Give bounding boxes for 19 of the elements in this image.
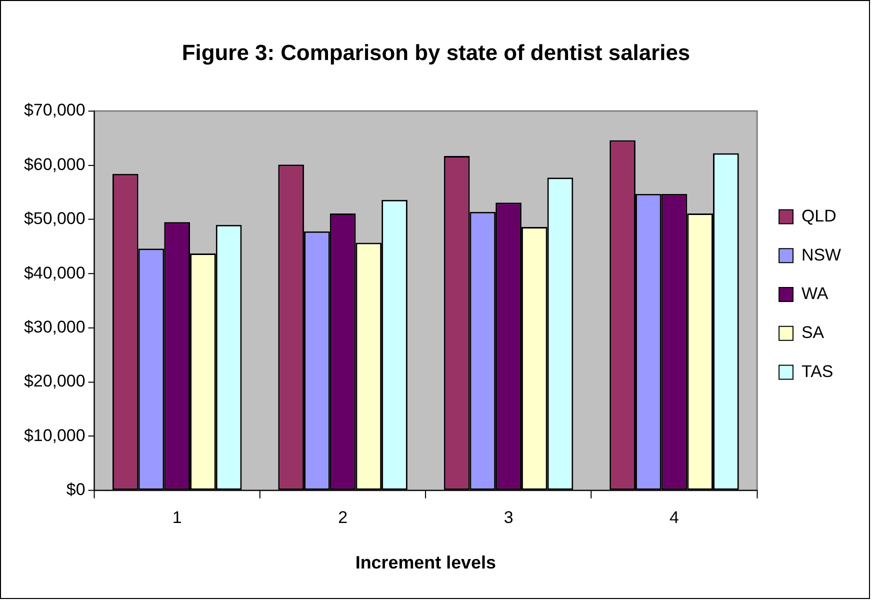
x-tick-label: 3: [504, 508, 514, 528]
legend-label: WA: [801, 284, 829, 304]
y-tick-label: $10,000: [24, 426, 86, 445]
legend-label: NSW: [801, 245, 842, 264]
y-tick-label: $40,000: [24, 263, 86, 282]
x-tick-label: 4: [670, 508, 679, 528]
y-tick-label: $70,000: [24, 100, 86, 120]
y-tick-label: $20,000: [24, 372, 86, 391]
x-axis-title: Increment levels: [355, 552, 496, 572]
legend-label: SA: [801, 323, 825, 342]
y-tick-label: $0: [66, 480, 86, 500]
y-tick-label: $50,000: [24, 209, 86, 228]
x-tick-label: 1: [172, 508, 182, 528]
legend-label: TAS: [801, 362, 834, 381]
y-tick-label: $30,000: [24, 317, 86, 336]
legend-label: QLD: [801, 206, 836, 226]
y-tick-label: $60,000: [24, 154, 86, 174]
chart-title: Figure 3: Comparison by state of dentist salaries: [182, 40, 690, 66]
x-tick-label: 2: [338, 508, 348, 528]
